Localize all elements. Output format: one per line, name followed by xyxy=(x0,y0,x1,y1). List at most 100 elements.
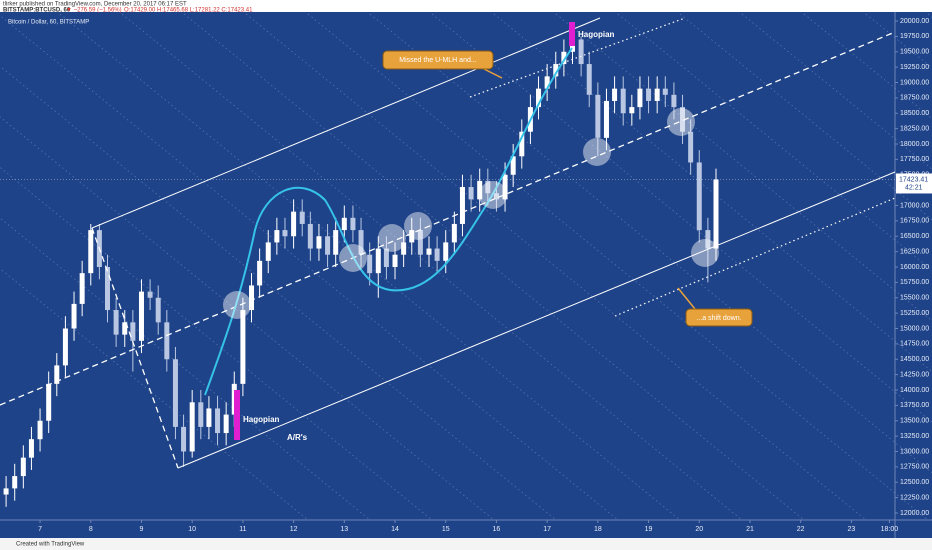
candle-body xyxy=(138,291,144,341)
annotations xyxy=(0,17,896,469)
candle-body xyxy=(274,230,280,243)
fan-line xyxy=(369,13,932,474)
candle-body xyxy=(198,402,204,427)
y-tick-label: 18250.00 xyxy=(900,125,929,132)
x-tick-label: 13 xyxy=(340,526,348,533)
x-tick-label: 10 xyxy=(188,526,196,533)
candle-body xyxy=(88,230,94,274)
candle-body xyxy=(705,230,711,249)
candle-body xyxy=(553,64,559,77)
chart-title: Bitcoin / Dollar, 60, BITSTAMP xyxy=(8,20,89,26)
candle-body xyxy=(502,174,508,200)
callout-box xyxy=(382,50,494,70)
candle-body xyxy=(20,457,26,477)
candle-body xyxy=(417,230,423,255)
last-price-label: 17423.41 xyxy=(899,176,928,183)
circle xyxy=(691,239,719,267)
circles xyxy=(223,108,719,319)
candle-body xyxy=(434,248,440,261)
candle-body xyxy=(426,248,432,255)
ar-label: A/R's xyxy=(287,433,308,442)
candle-body xyxy=(307,223,313,249)
y-tick-label: 15000.00 xyxy=(900,325,929,332)
fan-line xyxy=(245,13,867,521)
candle-body xyxy=(257,260,263,286)
x-tick-label: 9 xyxy=(140,526,144,533)
x-tick-label: 20 xyxy=(695,526,703,533)
y-tick-label: 13750.00 xyxy=(900,402,929,409)
x-tick-label: 21 xyxy=(746,526,754,533)
candle-body xyxy=(299,211,305,224)
candle-body xyxy=(629,107,635,114)
hagopian-bar xyxy=(569,22,575,46)
x-tick-label: 12 xyxy=(290,526,298,533)
candle-body xyxy=(477,180,483,200)
candle-body xyxy=(451,223,457,243)
y-tick-label: 14500.00 xyxy=(900,356,929,363)
y-tick-label: 19500.00 xyxy=(900,49,929,56)
y-tick-label: 12000.00 xyxy=(900,510,929,517)
fan-line xyxy=(59,13,681,521)
fan-line xyxy=(121,13,743,521)
candle-body xyxy=(291,211,297,237)
candle-body xyxy=(215,408,221,434)
countdown: 42:21 xyxy=(905,184,923,191)
candle-body xyxy=(155,297,161,323)
last-price-box xyxy=(896,173,932,194)
candle-body xyxy=(113,310,119,335)
y-tick-label: 16750.00 xyxy=(900,218,929,225)
circle xyxy=(378,224,406,252)
candle-body xyxy=(223,414,229,434)
candle-body xyxy=(3,488,9,495)
candle-body xyxy=(265,242,271,261)
candle-body xyxy=(79,273,85,304)
candle-body xyxy=(493,193,499,200)
fan-line xyxy=(183,13,805,521)
y-tick-label: 19750.00 xyxy=(900,33,929,40)
y-tick-label: 17000.00 xyxy=(900,202,929,209)
candle-body xyxy=(28,439,34,458)
candle-body xyxy=(713,179,719,249)
x-tick-label: 23 xyxy=(847,526,855,533)
y-tick-label: 18750.00 xyxy=(900,95,929,102)
upper-parallel xyxy=(91,17,601,229)
ohlc: O:17429.00 H:17465.68 L:17281.22 C:17423… xyxy=(124,8,253,14)
y-tick-label: 14750.00 xyxy=(900,341,929,348)
y-tick-label: 14000.00 xyxy=(900,387,929,394)
lower-dotted xyxy=(614,197,896,317)
x-tick-label: 18:00 xyxy=(881,526,899,533)
candle-body xyxy=(680,107,686,132)
lower-parallel xyxy=(177,171,896,469)
fan-line xyxy=(0,268,309,521)
candle-body xyxy=(316,236,322,249)
candle-body xyxy=(181,426,187,452)
median-line xyxy=(0,31,896,406)
candle-body xyxy=(341,217,347,231)
x-tick-label: 8 xyxy=(89,526,93,533)
candle-body xyxy=(536,88,542,108)
candle-body xyxy=(485,180,491,194)
candle-body xyxy=(240,310,246,384)
pivot-dashed xyxy=(91,227,179,469)
footer: Created with TradingView xyxy=(16,542,85,548)
y-tick-label: 18000.00 xyxy=(900,141,929,148)
candle-body xyxy=(603,100,609,138)
fan-line xyxy=(0,65,557,521)
circle xyxy=(667,108,695,136)
candle-body xyxy=(459,187,465,224)
symbol: BITSTAMP:BTCUSD, 60 xyxy=(3,8,71,14)
candle-body xyxy=(578,39,584,65)
candle-body xyxy=(122,322,128,335)
fan-line xyxy=(0,217,371,521)
y-tick-label: 13000.00 xyxy=(900,448,929,455)
candle-body xyxy=(510,156,516,175)
callout-box xyxy=(685,308,753,327)
callout-text: ...a shift down. xyxy=(696,315,741,322)
candle-body xyxy=(367,254,373,274)
x-tick-label: 19 xyxy=(645,526,653,533)
y-tick-label: 16500.00 xyxy=(900,233,929,240)
candle-body xyxy=(586,64,592,95)
candle-body xyxy=(561,51,567,65)
y-tick-label: 18500.00 xyxy=(900,110,929,117)
